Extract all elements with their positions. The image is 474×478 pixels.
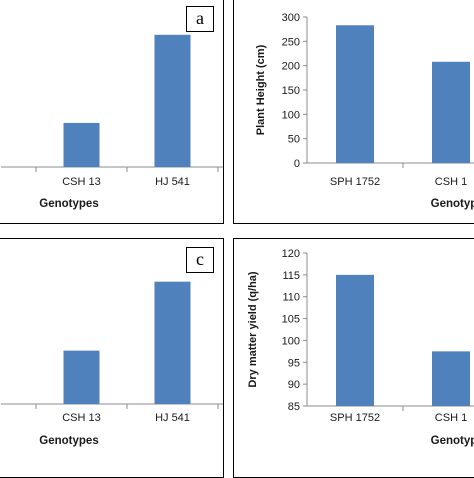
x-axis-label-d: Genotyp <box>431 435 474 447</box>
bar-b <box>336 25 374 164</box>
x-category-label-a: HJ 541 <box>155 176 190 188</box>
bar-c <box>154 281 191 404</box>
y-tick-label-b: 100 <box>282 109 300 121</box>
y-tick-label-b: 50 <box>288 134 300 146</box>
y-tick-label-d: 110 <box>282 292 300 304</box>
bar-d <box>432 351 470 406</box>
panel-label-c: c <box>186 247 214 273</box>
bar-a <box>154 34 191 167</box>
chart-b-svg: 0 50 100 150 200 250 300 Plant Height (cm) SPH 1… <box>255 12 474 210</box>
y-axis-label-b: Plant Height (cm) <box>255 44 267 135</box>
x-category-label-b: CSH 1 <box>435 176 467 188</box>
panel-label-a: a <box>186 6 214 32</box>
x-axis-label-a: Genotypes <box>39 198 98 210</box>
x-category-label-a: CSH 13 <box>62 176 101 188</box>
bar-b <box>432 61 470 163</box>
chart-panel-b: 0 50 100 150 200 250 300 Plant Height (cm) SPH 1… <box>233 0 474 224</box>
y-tick-label-d: 115 <box>282 270 300 282</box>
y-tick-label-b: 0 <box>294 158 300 170</box>
x-category-label-d: CSH 1 <box>435 412 467 424</box>
y-tick-label-d: 100 <box>282 335 300 347</box>
chart-panel-d: 85 90 95 100 105 110 115 120 Dry matter yield (q… <box>233 238 474 478</box>
y-tick-label-d: 95 <box>288 357 300 369</box>
y-tick-label-b: 150 <box>282 85 300 97</box>
bar-a <box>63 122 100 167</box>
x-axis-label-c: Genotypes <box>39 435 98 447</box>
y-tick-label-d: 85 <box>288 401 300 413</box>
y-tick-label-b: 250 <box>282 36 300 48</box>
y-tick-label-d: 120 <box>282 248 300 260</box>
bar-d <box>336 274 374 406</box>
x-category-label-d: SPH 1752 <box>330 412 380 424</box>
y-axis-label-d: Dry matter yield (q/ha) <box>247 271 259 387</box>
x-category-label-c: HJ 541 <box>155 412 190 424</box>
y-tick-label-d: 90 <box>288 379 300 391</box>
bar-c <box>63 350 100 404</box>
y-tick-label-d: 105 <box>282 314 300 326</box>
x-axis-label-b: Genotyp <box>431 198 474 210</box>
x-category-label-c: CSH 13 <box>62 412 101 424</box>
x-category-label-b: SPH 1752 <box>330 176 380 188</box>
y-tick-label-b: 300 <box>282 12 300 24</box>
y-tick-label-b: 200 <box>282 61 300 73</box>
chart-d-svg: 85 90 95 100 105 110 115 120 Dry matter yield (q… <box>247 248 474 447</box>
